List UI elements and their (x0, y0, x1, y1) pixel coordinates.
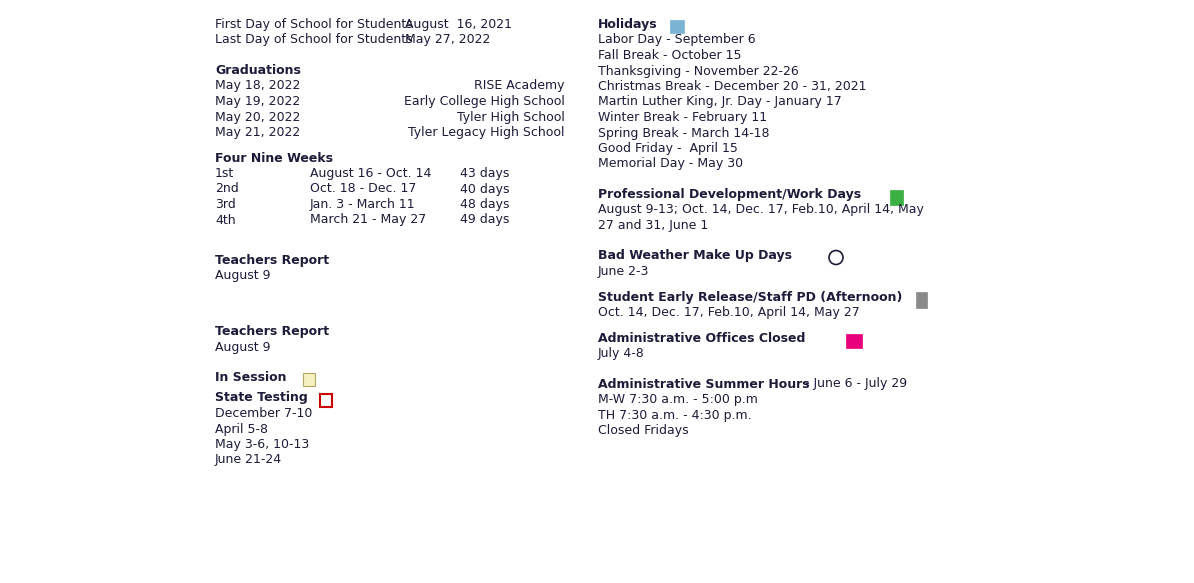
Text: Christmas Break - December 20 - 31, 2021: Christmas Break - December 20 - 31, 2021 (598, 80, 867, 93)
Text: Bad Weather Make Up Days: Bad Weather Make Up Days (598, 250, 792, 262)
Text: RISE Academy: RISE Academy (474, 79, 565, 93)
Text: 27 and 31, June 1: 27 and 31, June 1 (598, 219, 708, 232)
Text: TH 7:30 a.m. - 4:30 p.m.: TH 7:30 a.m. - 4:30 p.m. (598, 409, 752, 422)
Text: Oct. 18 - Dec. 17: Oct. 18 - Dec. 17 (310, 182, 417, 195)
Text: May 20, 2022: May 20, 2022 (215, 111, 301, 124)
Text: Jan. 3 - March 11: Jan. 3 - March 11 (310, 198, 416, 211)
Text: August 9: August 9 (215, 340, 271, 353)
Bar (320, 394, 332, 406)
Text: July 4-8: July 4-8 (598, 347, 645, 360)
Text: May 21, 2022: May 21, 2022 (215, 126, 300, 139)
Bar (847, 333, 862, 347)
Text: Closed Fridays: Closed Fridays (598, 424, 689, 437)
Text: 4th: 4th (215, 213, 235, 227)
Text: Fall Break - October 15: Fall Break - October 15 (598, 49, 741, 62)
Bar (916, 292, 927, 307)
Text: - June 6 - July 29: - June 6 - July 29 (801, 378, 907, 391)
Text: Administrative Summer Hours: Administrative Summer Hours (598, 378, 810, 391)
Text: First Day of School for Students: First Day of School for Students (215, 18, 413, 31)
Bar (303, 373, 315, 386)
Text: 49 days: 49 days (460, 213, 510, 227)
Text: Student Early Release/Staff PD (Afternoon): Student Early Release/Staff PD (Afternoo… (598, 290, 903, 304)
Text: 43 days: 43 days (460, 167, 510, 180)
Bar (670, 20, 684, 33)
Text: Teachers Report: Teachers Report (215, 254, 330, 267)
Text: May 27, 2022: May 27, 2022 (405, 33, 491, 47)
Text: Martin Luther King, Jr. Day - January 17: Martin Luther King, Jr. Day - January 17 (598, 96, 842, 108)
Text: June 21-24: June 21-24 (215, 454, 282, 466)
Text: August 16 - Oct. 14: August 16 - Oct. 14 (310, 167, 431, 180)
Text: Administrative Offices Closed: Administrative Offices Closed (598, 332, 806, 345)
Text: August 9-13; Oct. 14, Dec. 17, Feb.10, April 14, May: August 9-13; Oct. 14, Dec. 17, Feb.10, A… (598, 203, 924, 216)
Ellipse shape (829, 251, 843, 265)
Text: August  16, 2021: August 16, 2021 (405, 18, 512, 31)
Text: Last Day of School for Students: Last Day of School for Students (215, 33, 413, 47)
Text: 1st: 1st (215, 167, 234, 180)
Text: May 18, 2022: May 18, 2022 (215, 79, 301, 93)
Text: December 7-10: December 7-10 (215, 407, 313, 420)
Text: May 19, 2022: May 19, 2022 (215, 95, 300, 108)
Text: April 5-8: April 5-8 (215, 423, 267, 436)
Text: June 2-3: June 2-3 (598, 265, 650, 278)
Text: Tyler Legacy High School: Tyler Legacy High School (408, 126, 565, 139)
Text: Thanksgiving - November 22-26: Thanksgiving - November 22-26 (598, 65, 799, 78)
Text: M-W 7:30 a.m. - 5:00 p.m: M-W 7:30 a.m. - 5:00 p.m (598, 393, 758, 406)
Text: Tyler High School: Tyler High School (457, 111, 565, 124)
Bar (890, 190, 903, 205)
Text: Good Friday -  April 15: Good Friday - April 15 (598, 142, 738, 155)
Text: 40 days: 40 days (460, 182, 510, 195)
Text: August 9: August 9 (215, 269, 271, 283)
Text: Professional Development/Work Days: Professional Development/Work Days (598, 188, 861, 201)
Text: Memorial Day - May 30: Memorial Day - May 30 (598, 157, 743, 170)
Text: 3rd: 3rd (215, 198, 235, 211)
Text: Holidays: Holidays (598, 18, 658, 31)
Text: In Session: In Session (215, 371, 287, 384)
Text: State Testing: State Testing (215, 392, 308, 405)
Text: 2nd: 2nd (215, 182, 239, 195)
Text: Graduations: Graduations (215, 64, 301, 77)
Text: Spring Break - March 14-18: Spring Break - March 14-18 (598, 127, 769, 139)
Text: Early College High School: Early College High School (404, 95, 565, 108)
Text: May 3-6, 10-13: May 3-6, 10-13 (215, 438, 309, 451)
Text: Labor Day - September 6: Labor Day - September 6 (598, 33, 756, 47)
Text: Teachers Report: Teachers Report (215, 325, 330, 338)
Text: Oct. 14, Dec. 17, Feb.10, April 14, May 27: Oct. 14, Dec. 17, Feb.10, April 14, May … (598, 306, 860, 319)
Text: 48 days: 48 days (460, 198, 510, 211)
Text: Four Nine Weeks: Four Nine Weeks (215, 152, 333, 164)
Text: Winter Break - February 11: Winter Break - February 11 (598, 111, 767, 124)
Text: March 21 - May 27: March 21 - May 27 (310, 213, 426, 227)
